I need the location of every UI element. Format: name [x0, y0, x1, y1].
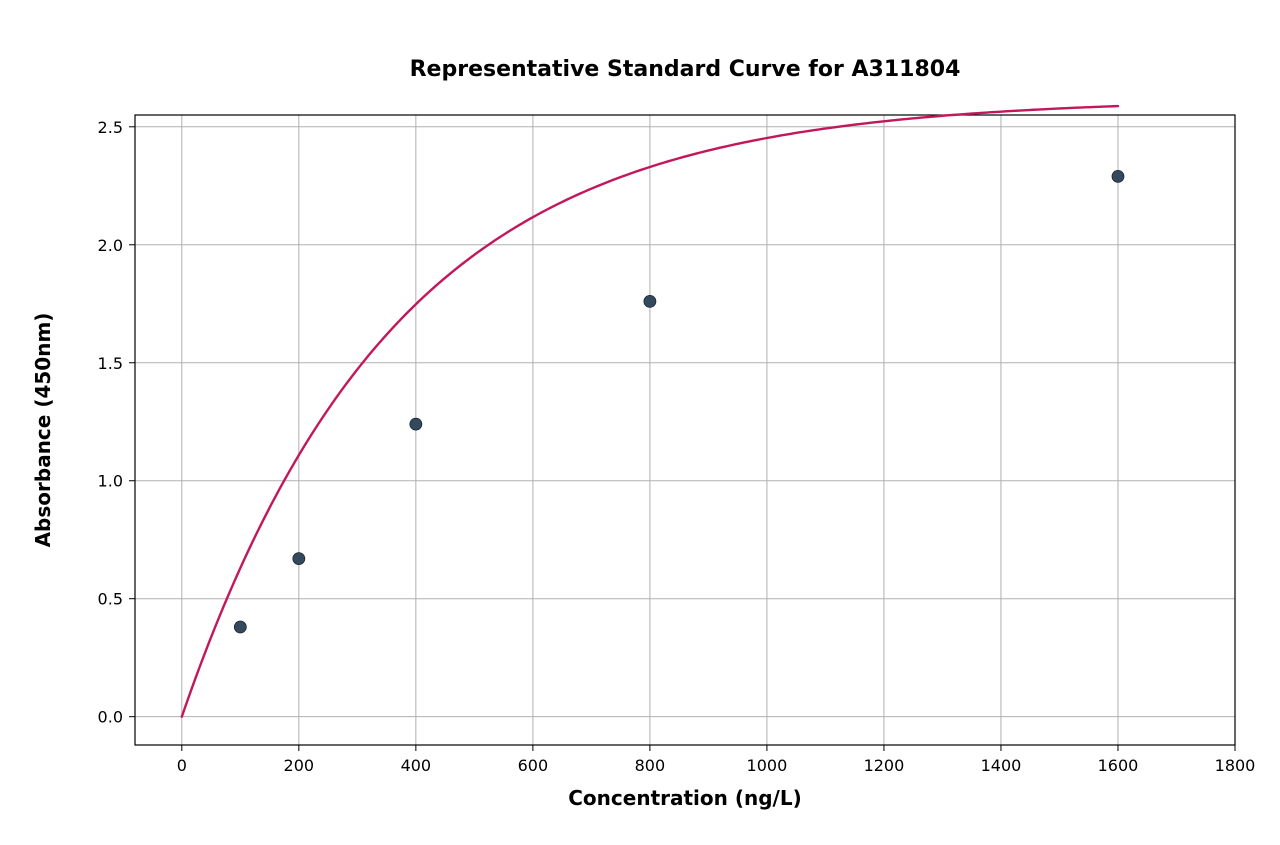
x-axis-label: Concentration (ng/L): [568, 786, 801, 810]
xtick-label: 200: [284, 756, 315, 775]
data-point: [293, 553, 305, 565]
xtick-label: 1200: [864, 756, 905, 775]
chart-title: Representative Standard Curve for A31180…: [410, 57, 961, 82]
ytick-label: 0.0: [98, 708, 123, 727]
xtick-label: 1600: [1098, 756, 1139, 775]
xtick-label: 0: [177, 756, 187, 775]
data-point: [410, 418, 422, 430]
xtick-label: 600: [518, 756, 549, 775]
xtick-label: 1800: [1215, 756, 1256, 775]
data-point: [644, 295, 656, 307]
y-axis-label: Absorbance (450nm): [31, 313, 55, 548]
ytick-label: 2.5: [98, 118, 123, 137]
xtick-label: 1000: [747, 756, 788, 775]
ytick-label: 1.0: [98, 472, 123, 491]
xtick-label: 1400: [981, 756, 1022, 775]
data-point: [234, 621, 246, 633]
xtick-label: 800: [635, 756, 666, 775]
standard-curve-chart: 0 200 400 600 800 1000 1200 1400 1600 1800 0.0 0.5 1…: [0, 0, 1280, 845]
ytick-label: 2.0: [98, 236, 123, 255]
ytick-label: 1.5: [98, 354, 123, 373]
chart-container: 0 200 400 600 800 1000 1200 1400 1600 1800 0.0 0.5 1…: [0, 0, 1280, 845]
xtick-label: 400: [401, 756, 432, 775]
ytick-label: 0.5: [98, 590, 123, 609]
plot-area: [135, 115, 1235, 745]
data-point: [1112, 170, 1124, 182]
